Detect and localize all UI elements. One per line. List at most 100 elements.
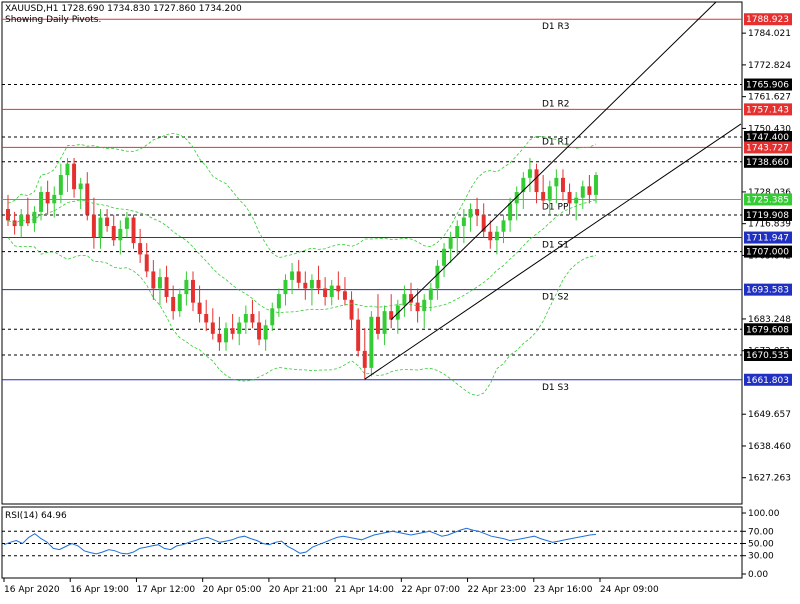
pivot-tag-label: 1711.947 [746, 234, 789, 244]
candle-bull[interactable] [494, 231, 499, 241]
candle-bear[interactable] [481, 214, 486, 232]
candle-bull[interactable] [580, 186, 585, 198]
pivot-label: D1 R3 [542, 22, 570, 32]
candle-bull[interactable] [157, 277, 162, 289]
candle-bear[interactable] [191, 279, 195, 303]
candle-bull[interactable] [276, 294, 281, 309]
candle-bear[interactable] [6, 209, 10, 221]
candle-bull[interactable] [461, 217, 466, 227]
candle-bull[interactable] [521, 177, 526, 193]
candle-bear[interactable] [587, 186, 592, 195]
candle-bull[interactable] [78, 183, 83, 190]
candle-bull[interactable] [422, 299, 427, 312]
candle-bull[interactable] [263, 325, 268, 340]
candle-bear[interactable] [375, 316, 380, 334]
candle-bear[interactable] [389, 311, 394, 320]
candle-bull[interactable] [329, 285, 334, 297]
channel-lower-line[interactable] [364, 123, 742, 380]
candle-bull[interactable] [442, 248, 447, 266]
candle-bear[interactable] [151, 271, 156, 289]
candle-bear[interactable] [85, 183, 90, 215]
candle-bear[interactable] [111, 226, 116, 241]
candle-bull[interactable] [32, 211, 37, 224]
candle-bear[interactable] [342, 291, 347, 300]
candle-bull[interactable] [554, 177, 559, 187]
candle-bull[interactable] [184, 279, 189, 295]
candle-bear[interactable] [144, 254, 149, 272]
candle-bear[interactable] [217, 333, 222, 343]
candle-bull[interactable] [283, 279, 288, 295]
candle-bear[interactable] [204, 313, 209, 323]
candle-bear[interactable] [250, 313, 255, 323]
candle-bull[interactable] [448, 237, 453, 249]
candle-bear[interactable] [567, 192, 572, 204]
candle-bull[interactable] [237, 322, 242, 334]
channel-upper-line[interactable] [390, 1, 717, 321]
candle-bull[interactable] [527, 169, 532, 178]
candle-bear[interactable] [323, 288, 328, 297]
candle-bull[interactable] [270, 308, 275, 326]
candle-bear[interactable] [138, 243, 143, 255]
candle-bull[interactable] [118, 228, 123, 241]
candle-bear[interactable] [45, 192, 50, 204]
candle-bull[interactable] [428, 288, 433, 300]
pivot-label: D1 S1 [542, 241, 569, 251]
band-upper [7, 132, 597, 259]
candle-bull[interactable] [435, 265, 440, 289]
candle-bull[interactable] [58, 175, 63, 195]
candle-bear[interactable] [349, 299, 354, 320]
candle-bear[interactable] [164, 277, 169, 297]
candle-bull[interactable] [224, 328, 229, 343]
candle-bull[interactable] [547, 186, 552, 201]
candle-bear[interactable] [534, 169, 539, 193]
candle-bear[interactable] [131, 217, 136, 244]
candle-bear[interactable] [91, 214, 96, 238]
candle-bear[interactable] [171, 296, 176, 312]
candle-bear[interactable] [475, 209, 480, 215]
candle-bear[interactable] [230, 328, 235, 334]
candle-bull[interactable] [501, 220, 506, 232]
price-axis-label: 1728.036 [748, 188, 791, 198]
candle-bear[interactable] [296, 271, 301, 283]
candle-bull[interactable] [39, 192, 44, 212]
candle-bear[interactable] [72, 163, 77, 190]
rsi-panel-border [1, 506, 743, 579]
candle-bull[interactable] [369, 316, 374, 368]
candle-bear[interactable] [560, 177, 565, 193]
candle-bull[interactable] [19, 214, 24, 227]
candle-bear[interactable] [25, 214, 30, 224]
candle-bull[interactable] [382, 311, 387, 334]
candle-bear[interactable] [409, 294, 413, 303]
candle-bull[interactable] [98, 217, 103, 238]
candle-bear[interactable] [316, 279, 321, 289]
candle-bear[interactable] [105, 217, 110, 227]
candle-bull[interactable] [65, 163, 70, 176]
candle-bull[interactable] [52, 194, 57, 204]
candle-bull[interactable] [177, 294, 182, 312]
candle-bull[interactable] [594, 175, 598, 195]
candle-bear[interactable] [541, 192, 546, 201]
candle-bear[interactable] [257, 322, 262, 340]
candle-bear[interactable] [362, 350, 367, 368]
candle-bull[interactable] [468, 209, 473, 218]
candle-bull[interactable] [514, 192, 519, 204]
candle-bear[interactable] [336, 285, 341, 292]
candle-bull[interactable] [243, 313, 248, 323]
candle-bull[interactable] [402, 294, 407, 306]
candle-bull[interactable] [290, 271, 295, 280]
candle-bull[interactable] [124, 217, 129, 229]
price-tag-box [744, 78, 792, 91]
candle-bear[interactable] [303, 282, 308, 289]
candle-bear[interactable] [488, 231, 493, 241]
candle-bull[interactable] [309, 279, 314, 289]
candle-bull[interactable] [455, 226, 460, 238]
candle-bull[interactable] [508, 203, 513, 221]
candle-bear[interactable] [415, 302, 420, 312]
candle-bear[interactable] [197, 302, 202, 314]
candle-bear[interactable] [210, 322, 215, 334]
candle-bear[interactable] [356, 319, 361, 351]
price-tag-label: 1707.000 [746, 248, 789, 258]
candle-bull[interactable] [574, 197, 579, 204]
